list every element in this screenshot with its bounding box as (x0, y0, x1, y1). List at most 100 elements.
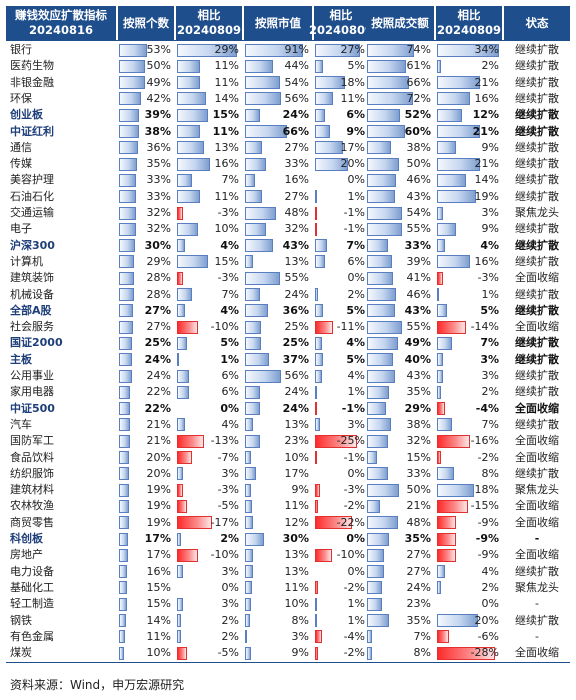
value-bar (437, 614, 479, 627)
cell-count-change: 11% (214, 59, 239, 73)
value-bar (437, 369, 444, 383)
value-bar (245, 76, 280, 90)
cell-by-market-value: 12% (284, 515, 309, 529)
cell-by-turnover: 55% (406, 222, 431, 236)
value-bar (367, 173, 397, 187)
cell-by-turnover: 43% (404, 303, 431, 317)
value-bar (367, 92, 414, 106)
cell-status: 全面收缩 (515, 434, 559, 448)
value-bar (315, 516, 352, 530)
cell-indicator: 机械设备 (10, 287, 54, 301)
value-bar (177, 239, 186, 253)
value-bar (119, 222, 136, 236)
value-bar (245, 418, 254, 432)
cell-by-market-value: 24% (284, 287, 309, 301)
cell-count-change: 15% (212, 108, 239, 122)
value-bar (177, 548, 198, 562)
cell-indicator: 社会服务 (10, 320, 54, 334)
value-bar (119, 630, 125, 644)
value-bar (177, 646, 188, 660)
cell-count-change: -3% (217, 271, 239, 285)
cell-by-market-value: 9% (291, 483, 309, 497)
value-bar (119, 451, 130, 464)
value-bar (437, 516, 456, 530)
value-bar (177, 418, 186, 432)
value-bar (367, 76, 410, 90)
value-bar (119, 336, 132, 350)
value-bar (437, 304, 448, 318)
value-bar (245, 141, 263, 155)
cell-indicator: 食品饮料 (10, 450, 54, 464)
cell-by-market-value: 11% (284, 580, 309, 594)
header-line1: 相比 (457, 8, 481, 22)
value-bar (367, 255, 392, 269)
value-bar (315, 499, 319, 513)
value-bar (245, 336, 261, 350)
cell-turnover-change: 2% (481, 580, 499, 594)
cell-status: 继续扩散 (515, 336, 559, 350)
cell-indicator: 农林牧渔 (10, 499, 54, 513)
value-bar (245, 239, 273, 253)
value-bar (315, 288, 319, 301)
cell-mv-change: -2% (343, 646, 365, 660)
cell-turnover-change: 1% (481, 287, 499, 301)
value-bar (177, 614, 182, 627)
value-bar (437, 483, 475, 497)
cell-by-count: 32% (146, 222, 171, 236)
cell-turnover-change: 34% (474, 43, 499, 56)
cell-by-turnover: 41% (406, 271, 431, 285)
value-bar (177, 353, 180, 367)
cell-by-count: 10% (146, 646, 171, 660)
value-bar (119, 516, 129, 530)
value-bar (367, 43, 415, 57)
value-bar (177, 288, 192, 301)
cell-count-change: 6% (221, 369, 239, 382)
cell-count-change: 6% (221, 385, 239, 399)
value-bar (437, 418, 452, 432)
cell-by-count: 24% (146, 369, 171, 382)
cell-by-turnover: 43% (406, 369, 431, 382)
cell-turnover-change: 8% (481, 466, 499, 480)
cell-count-change: 15% (214, 254, 239, 268)
value-bar (119, 548, 128, 562)
value-bar (119, 532, 128, 546)
value-bar (119, 108, 140, 122)
cell-by-market-value: 55% (284, 271, 309, 285)
cell-mv-change: 1% (347, 597, 365, 611)
value-bar (245, 499, 252, 513)
value-bar (245, 125, 288, 138)
cell-status: 继续扩散 (515, 43, 559, 56)
cell-by-market-value: 56% (284, 369, 309, 382)
cell-by-count: 22% (144, 401, 171, 415)
header-line1: 按照市值 (255, 15, 301, 30)
cell-by-count: 27% (146, 320, 171, 334)
cell-by-count: 19% (146, 515, 171, 529)
value-bar (245, 581, 252, 595)
cell-count-change: 14% (214, 91, 239, 105)
cell-status: 继续扩散 (515, 417, 559, 431)
value-bar (245, 222, 266, 236)
cell-turnover-change: 2% (481, 385, 499, 399)
cell-turnover-change: -9% (477, 548, 499, 562)
cell-indicator: 国证2000 (10, 336, 63, 350)
cell-count-change: 7% (221, 287, 239, 301)
value-bar (437, 206, 444, 220)
cell-status: 继续扩散 (515, 369, 559, 382)
cell-by-turnover: 55% (406, 320, 431, 334)
cell-count-change: -3% (217, 206, 239, 219)
cell-status: 继续扩散 (515, 157, 559, 171)
value-bar (119, 76, 145, 90)
value-bar (315, 483, 320, 497)
value-bar (119, 581, 127, 595)
header-line1: 按照成交额 (371, 15, 429, 30)
cell-indicator: 房地产 (10, 548, 43, 562)
cell-count-change: 11% (214, 189, 239, 203)
cell-count-change: -17% (210, 515, 239, 529)
value-bar (119, 43, 147, 57)
value-bar (119, 239, 135, 253)
cell-mv-change: -1% (341, 401, 365, 415)
value-bar (437, 353, 444, 367)
cell-by-count: 28% (146, 271, 171, 285)
value-bar (119, 483, 129, 497)
